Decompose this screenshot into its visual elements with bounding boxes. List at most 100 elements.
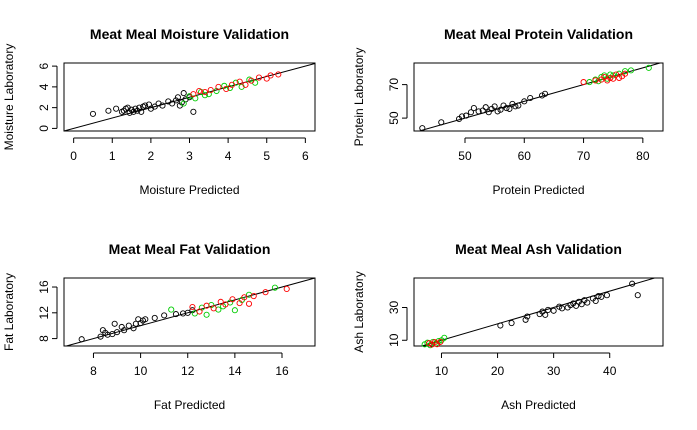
- data-point-red: [245, 300, 253, 307]
- data-point-black: [470, 105, 477, 112]
- data-point-black: [550, 307, 557, 314]
- data-point-black: [573, 302, 580, 309]
- data-point-black: [497, 106, 504, 113]
- x-tick-label: 60: [518, 149, 532, 163]
- data-point-black: [458, 113, 466, 120]
- data-point-red: [622, 70, 629, 77]
- data-point-black: [603, 292, 610, 299]
- data-point-black: [467, 109, 474, 116]
- data-point-black: [105, 107, 112, 114]
- data-point-black: [512, 103, 519, 110]
- plot-frame: [413, 277, 664, 347]
- data-point-green: [598, 74, 605, 81]
- data-point-black: [125, 322, 132, 329]
- data-point-red: [263, 75, 270, 82]
- data-point-red: [262, 289, 269, 296]
- data-point-red: [223, 85, 230, 93]
- y-tick-label: 12: [37, 306, 51, 320]
- data-point-green: [622, 68, 629, 75]
- data-point-black: [482, 104, 489, 111]
- data-point-black: [522, 316, 529, 323]
- x-tick-label: 1: [109, 149, 116, 163]
- data-point-red: [201, 89, 208, 96]
- data-point-green: [203, 311, 210, 318]
- data-point-black: [491, 103, 498, 110]
- data-point-green: [604, 75, 611, 82]
- data-point-black: [595, 292, 602, 300]
- y-axis-label: Protein Laboratory: [352, 48, 366, 147]
- data-point-green: [441, 334, 448, 341]
- data-point-black: [578, 301, 585, 308]
- panel-moisture: Meat Meal Moisture Validation Moisture Pr…: [2, 26, 316, 197]
- data-point-red: [283, 285, 290, 293]
- plot-frame: [413, 62, 664, 132]
- data-point-red: [229, 296, 236, 303]
- data-point-red: [242, 81, 249, 88]
- data-point-green: [221, 82, 228, 89]
- data-point-red: [592, 77, 599, 84]
- data-point-black: [524, 313, 531, 320]
- data-point-black: [172, 311, 179, 318]
- data-point-black: [503, 105, 510, 112]
- data-point-green: [601, 72, 608, 79]
- data-point-black: [592, 297, 599, 304]
- data-point-green: [586, 79, 593, 86]
- y-tick-label: 70: [387, 78, 401, 92]
- data-point-black: [113, 105, 120, 112]
- data-point-black: [494, 108, 501, 115]
- y-tick-label: 0: [37, 125, 51, 132]
- plot-frame: [63, 277, 316, 347]
- data-point-black: [134, 107, 141, 114]
- reference-line: [63, 63, 316, 132]
- data-point-red: [196, 87, 203, 95]
- data-point-red: [228, 81, 236, 88]
- data-point-red: [267, 72, 274, 79]
- y-axis-label: Moisture Laboratory: [2, 44, 16, 151]
- data-point-black: [97, 333, 104, 340]
- data-point-black: [126, 109, 133, 116]
- data-point-red: [601, 74, 608, 81]
- data-point-black: [130, 108, 137, 115]
- data-point-red: [248, 77, 255, 84]
- x-tick-label: 40: [603, 364, 617, 378]
- data-point-black: [598, 293, 605, 300]
- data-point-black: [463, 112, 470, 119]
- y-axis-label: Ash Laboratory: [352, 271, 366, 352]
- data-point-black: [120, 107, 127, 114]
- y-tick-label: 2: [37, 104, 51, 111]
- data-point-black: [111, 320, 118, 327]
- data-point-black: [142, 102, 149, 109]
- chart-title: Meat Meal Moisture Validation: [90, 26, 289, 42]
- data-point-red: [210, 305, 217, 312]
- data-point-black: [174, 94, 181, 101]
- y-tick-label: 6: [37, 62, 51, 69]
- data-point-green: [645, 64, 652, 71]
- data-point-green: [226, 84, 234, 91]
- data-point-red: [616, 74, 623, 81]
- data-point-red: [196, 308, 203, 315]
- chart-title: Meat Meal Protein Validation: [444, 26, 633, 42]
- data-point-black: [515, 102, 522, 109]
- x-tick-label: 14: [228, 364, 242, 378]
- data-point-red: [250, 292, 257, 300]
- data-point-black: [172, 97, 180, 104]
- x-tick-label: 80: [636, 149, 650, 163]
- data-point-red: [275, 71, 282, 78]
- x-tick-label: 5: [263, 149, 270, 163]
- data-point-black: [508, 320, 515, 327]
- x-tick-label: 20: [491, 364, 505, 378]
- x-tick-label: 3: [186, 149, 193, 163]
- data-point-black: [78, 336, 85, 343]
- data-point-black: [419, 125, 426, 132]
- data-point-black: [584, 299, 591, 306]
- data-point-red: [613, 71, 620, 78]
- y-tick-label: 16: [37, 280, 51, 294]
- data-point-black: [190, 108, 197, 115]
- data-point-black: [506, 105, 513, 112]
- y-tick-label: 30: [387, 300, 401, 314]
- data-point-red: [607, 74, 614, 81]
- data-point-black: [184, 309, 191, 316]
- data-point-black: [161, 312, 168, 319]
- data-point-black: [541, 90, 549, 97]
- y-tick-label: 4: [37, 83, 51, 90]
